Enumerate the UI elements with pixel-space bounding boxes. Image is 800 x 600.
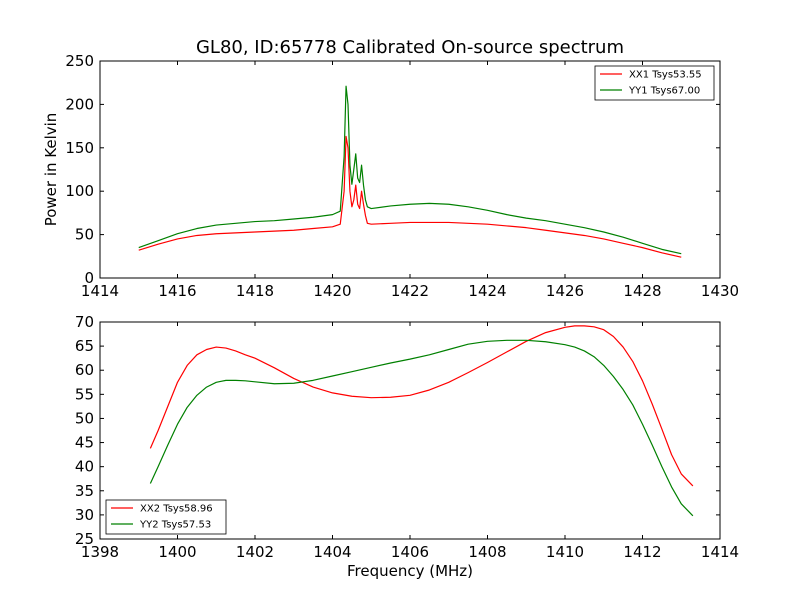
- bottom-y-tick-label-4: 45: [75, 434, 94, 452]
- bottom-legend-label-0: XX2 Tsys58.96: [140, 504, 213, 515]
- top-x-tick-label-1: 1416: [158, 282, 196, 300]
- bottom-x-tick-label-8: 1414: [701, 543, 739, 561]
- chart-title: GL80, ID:65778 Calibrated On-source spec…: [196, 37, 624, 58]
- top-x-tick-label-3: 1420: [313, 282, 351, 300]
- bottom-y-tick-label-1: 30: [75, 506, 94, 524]
- bottom-x-tick-label-2: 1402: [236, 543, 274, 561]
- bottom-x-tick-label-5: 1408: [468, 543, 506, 561]
- top-series-line-1: [138, 85, 682, 255]
- top-ticks-group: 1414 1416 1418 1420 1422 1424 1426 1428 1430 0 50 1…: [65, 52, 739, 300]
- bottom-legend-box: [105, 499, 227, 535]
- top-series-line-0: [138, 135, 682, 258]
- bottom-y-tick-label-3: 40: [75, 458, 94, 476]
- top-x-tick-label-4: 1422: [391, 282, 429, 300]
- bottom-x-tick-label-4: 1406: [391, 543, 429, 561]
- bottom-y-tick-label-9: 70: [75, 313, 94, 331]
- top-x-tick-label-2: 1418: [236, 282, 274, 300]
- top-y-tick-label-2: 100: [65, 182, 94, 200]
- top-x-tick-label-5: 1424: [468, 282, 506, 300]
- bottom-x-tick-label-6: 1410: [546, 543, 584, 561]
- bottom-legend-label-1: YY2 Tsys57.53: [139, 520, 211, 531]
- bottom-x-tick-label-1: 1400: [158, 543, 196, 561]
- bottom-x-tick-label-7: 1412: [623, 543, 661, 561]
- top-series-group: [138, 85, 682, 258]
- top-y-tick-label-1: 50: [75, 226, 94, 244]
- top-x-tick-label-6: 1426: [546, 282, 584, 300]
- bottom-x-tick-label-3: 1404: [313, 543, 351, 561]
- bottom-y-tick-label-6: 55: [75, 385, 94, 403]
- top-legend-label-0: XX1 Tsys53.55: [629, 70, 702, 81]
- bottom-x-axis-label: Frequency (MHz): [347, 562, 473, 580]
- bottom-series-line-1: [149, 339, 694, 517]
- bottom-series-group: [149, 325, 694, 517]
- top-legend-box: [594, 65, 715, 101]
- top-x-tick-label-0: 1414: [81, 282, 119, 300]
- top-panel: 1414 1416 1418 1420 1422 1424 1426 1428 1430 0 50 1…: [42, 52, 739, 300]
- top-y-axis-label: Power in Kelvin: [42, 113, 60, 227]
- bottom-series-line-0: [149, 325, 694, 487]
- bottom-y-tick-label-7: 60: [75, 361, 94, 379]
- top-y-tick-label-0: 0: [84, 269, 94, 287]
- bottom-panel: 1398 1400 1402 1404 1406 1408 1410 1412 1414 25 30…: [75, 313, 739, 580]
- top-x-tick-label-8: 1430: [701, 282, 739, 300]
- top-legend: XX1 Tsys53.55 YY1 Tsys67.00: [594, 65, 715, 101]
- bottom-x-tick-label-0: 1398: [81, 543, 119, 561]
- top-x-tick-label-7: 1428: [623, 282, 661, 300]
- top-y-tick-label-3: 150: [65, 139, 94, 157]
- bottom-y-tick-label-8: 65: [75, 337, 94, 355]
- top-y-tick-label-4: 200: [65, 95, 94, 113]
- top-legend-label-1: YY1 Tsys67.00: [628, 86, 700, 97]
- bottom-y-tick-label-0: 25: [75, 530, 94, 548]
- bottom-y-tick-label-2: 35: [75, 482, 94, 500]
- bottom-y-tick-label-5: 50: [75, 409, 94, 427]
- bottom-ticks-group: 1398 1400 1402 1404 1406 1408 1410 1412 1414 25 30…: [75, 313, 739, 561]
- bottom-legend: XX2 Tsys58.96 YY2 Tsys57.53: [105, 499, 227, 535]
- top-y-tick-label-5: 250: [65, 52, 94, 70]
